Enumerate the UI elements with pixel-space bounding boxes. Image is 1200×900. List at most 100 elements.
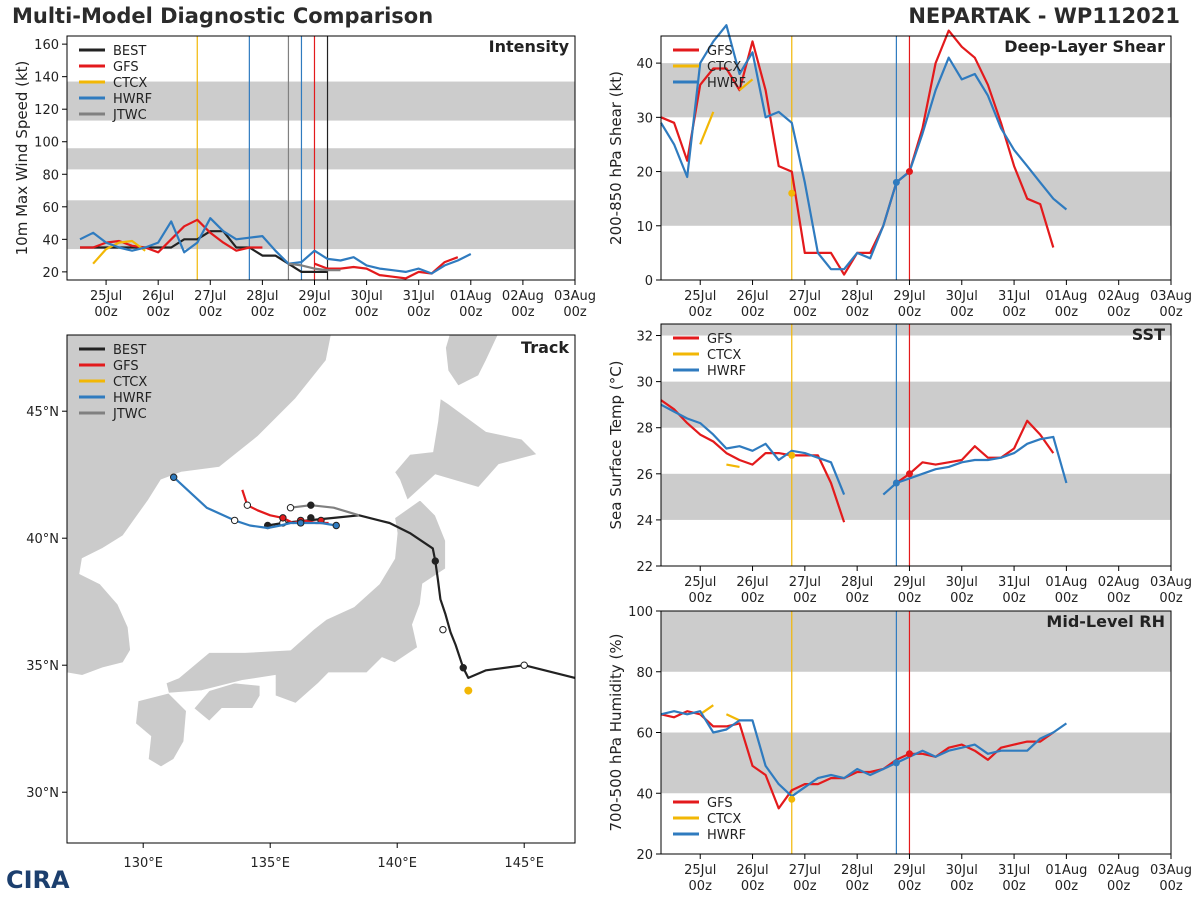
sst-marker-hwrf [892, 479, 900, 487]
intensity-xtick-sub: 00z [355, 305, 379, 320]
rh-ytick-label: 100 [628, 605, 653, 620]
track-ytick-label: 40°N [26, 532, 59, 547]
shear-xtick-label: 28Jul [841, 289, 873, 304]
rh-marker-gfs [905, 750, 913, 758]
intensity-xtick-sub: 00z [146, 305, 170, 320]
land-layer [67, 335, 538, 768]
rh-band [661, 732, 1171, 794]
track-xtick-label: 140°E [377, 856, 417, 871]
intensity-xtick-sub: 00z [251, 305, 275, 320]
rh-legend-label: GFS [707, 796, 733, 811]
shear-ytick-label: 10 [636, 220, 653, 235]
shear-frame [660, 35, 1172, 281]
sst-xtick-sub: 00z [1159, 591, 1183, 606]
sst-xtick-sub: 00z [845, 591, 869, 606]
shear-xtick-label: 02Aug [1098, 289, 1140, 304]
intensity-legend-label: JTWC [112, 108, 147, 123]
sst-marker-gfs [905, 470, 913, 478]
intensity-band [67, 200, 575, 250]
rh-series-hwrf [660, 710, 1068, 798]
landmass-shikoku [193, 682, 261, 722]
landmass-kyushu [135, 692, 187, 768]
intensity-ytick-label: 120 [34, 103, 59, 118]
rh-ytick-label: 20 [636, 848, 653, 863]
sst-ytick-label: 32 [636, 330, 653, 345]
shear-xtick-sub: 00z [1055, 305, 1079, 320]
intensity-band [67, 81, 575, 121]
shear-ytick-label: 40 [636, 57, 653, 72]
intensity-ytick-label: 80 [42, 168, 59, 183]
intensity-xtick-label: 03Aug [554, 289, 596, 304]
sst-xtick-label: 29Jul [893, 575, 925, 590]
track-frame [66, 334, 576, 844]
sst-xtick-sub: 00z [1055, 591, 1079, 606]
track-point-hwrf [169, 473, 178, 481]
sst-legend-label: HWRF [707, 364, 746, 379]
sst-legend-label: GFS [707, 332, 733, 347]
track-point-best [459, 664, 467, 672]
track-panel: 130°E 135°E 140°E 145°E 30°N 35°N 40°N 45°N Trac… [26, 334, 576, 871]
track-point-best [431, 557, 439, 565]
rh-xtick-label: 25Jul [684, 863, 716, 878]
shear-series-ctcx [699, 111, 715, 145]
track-legend-label: CTCX [113, 375, 147, 390]
sst-ytick-label: 24 [636, 514, 653, 529]
shear-xtick-sub: 00z [1159, 305, 1183, 320]
shear-xtick-label: 03Aug [1150, 289, 1192, 304]
sst-legend-label: CTCX [707, 348, 741, 363]
shear-xtick-label: 30Jul [946, 289, 978, 304]
figure-title: Multi-Model Diagnostic Comparison [12, 4, 434, 28]
shear-legend-label: GFS [707, 44, 733, 59]
rh-ytick-label: 40 [636, 787, 653, 802]
rh-xtick-label: 26Jul [736, 863, 768, 878]
track-point-best [439, 625, 447, 634]
sst-xtick-label: 26Jul [736, 575, 768, 590]
landmass-sakhalin [445, 335, 499, 387]
rh-xtick-label: 29Jul [893, 863, 925, 878]
sst-xtick-label: 28Jul [841, 575, 873, 590]
rh-xtick-sub: 00z [845, 879, 869, 894]
sst-ylabel: Sea Surface Temp (°C) [607, 360, 625, 529]
track-legend-label: BEST [113, 343, 146, 358]
rh-xtick-sub: 00z [1107, 879, 1131, 894]
shear-xtick-label: 01Aug [1045, 289, 1087, 304]
track-line-hwrf [172, 476, 337, 530]
intensity-xtick-label: 28Jul [246, 289, 278, 304]
rh-xtick-label: 31Jul [998, 863, 1030, 878]
shear-series-hwrf [660, 24, 1068, 271]
intensity-xtick-label: 29Jul [298, 289, 330, 304]
shear-title: Deep-Layer Shear [1004, 37, 1165, 56]
track-line-jtwc [290, 504, 360, 517]
shear-marker-ctcx [788, 189, 796, 197]
sst-series-hwrf [882, 435, 1068, 496]
track-legend-label: JTWC [112, 407, 147, 422]
sst-xtick-label: 27Jul [789, 575, 821, 590]
sst-xtick-sub: 00z [898, 591, 922, 606]
sst-xtick-sub: 00z [793, 591, 817, 606]
shear-marker-hwrf [892, 178, 900, 186]
intensity-series-ctcx [92, 239, 146, 265]
track-legend-label: HWRF [113, 391, 152, 406]
rh-xtick-sub: 00z [950, 879, 974, 894]
intensity-xtick-sub: 00z [563, 305, 587, 320]
intensity-legend-label: BEST [113, 44, 146, 59]
sst-ytick-label: 26 [636, 468, 653, 483]
intensity-legend-label: CTCX [113, 76, 147, 91]
intensity-series-hwrf [79, 217, 472, 275]
track-point-hwrf [296, 519, 305, 527]
track-xtick-label: 145°E [504, 856, 544, 871]
rh-xtick-sub: 00z [793, 879, 817, 894]
rh-title: Mid-Level RH [1046, 612, 1165, 631]
shear-xtick-sub: 00z [845, 305, 869, 320]
intensity-xtick-label: 02Aug [502, 289, 544, 304]
rh-xtick-label: 02Aug [1098, 863, 1140, 878]
intensity-ytick-label: 140 [34, 71, 59, 86]
rh-panel: 2040608010025Jul00z26Jul00z27Jul00z28Jul… [607, 605, 1192, 894]
rh-xtick-label: 28Jul [841, 863, 873, 878]
shear-ylabel: 200-850 hPa Shear (kt) [607, 71, 625, 245]
track-title: Track [521, 338, 569, 357]
shear-xtick-label: 31Jul [998, 289, 1030, 304]
rh-band [661, 611, 1171, 672]
